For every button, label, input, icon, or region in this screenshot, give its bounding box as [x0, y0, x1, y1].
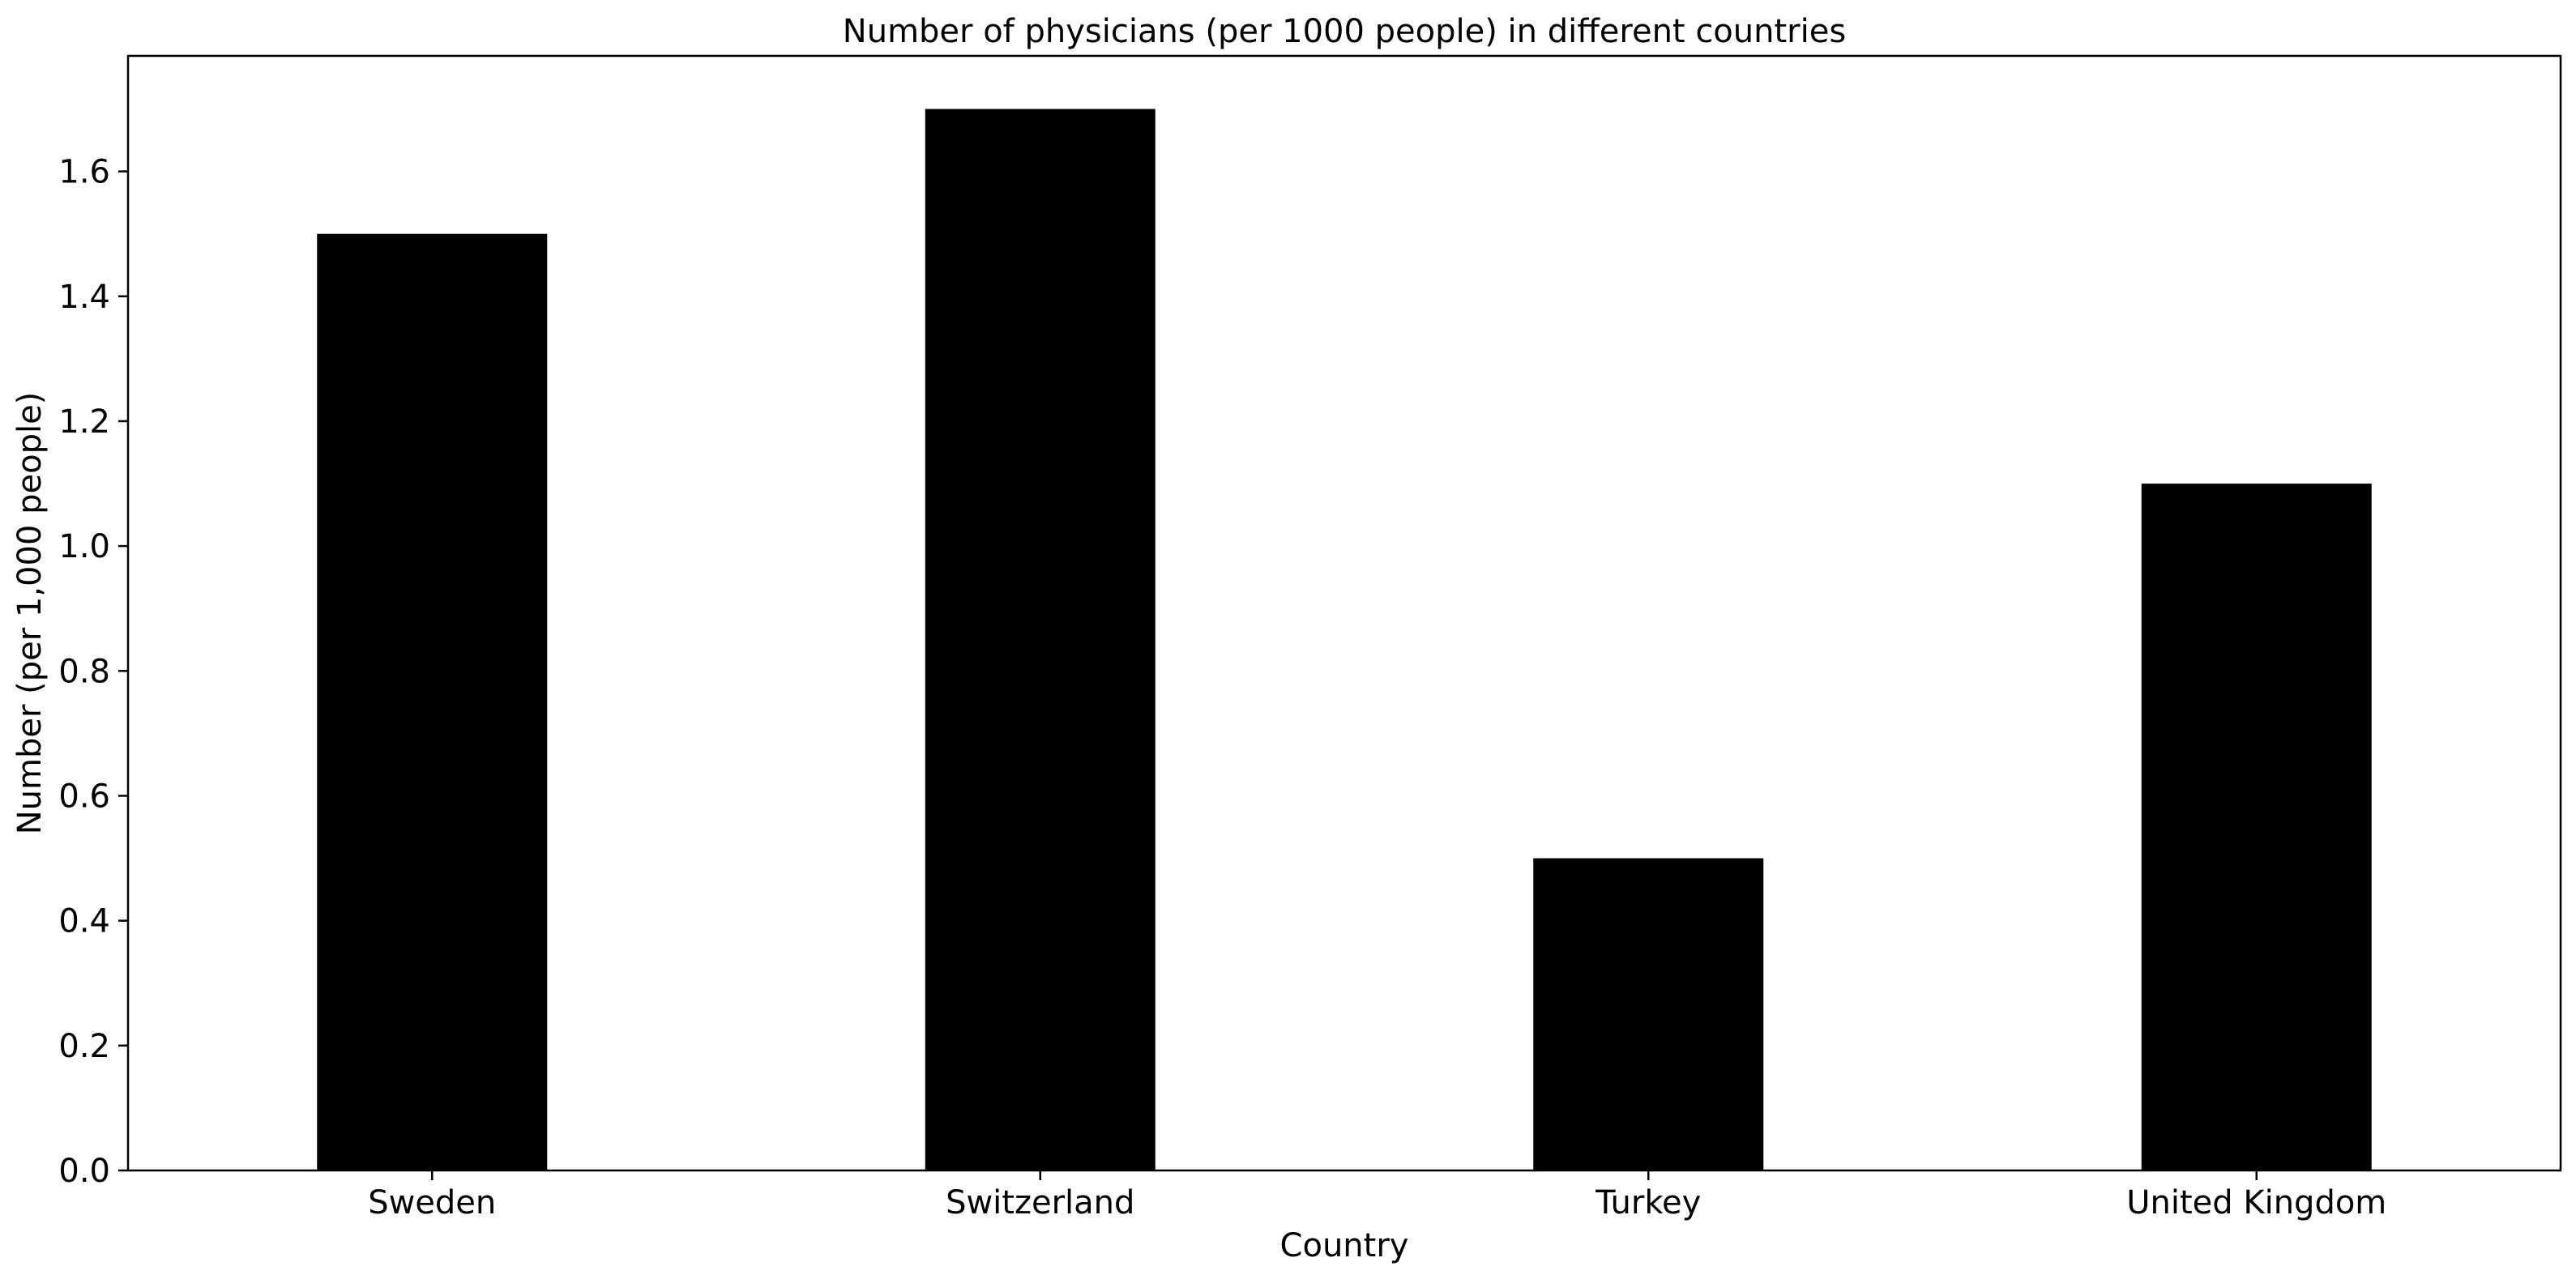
- y-tick-label: 0.8: [58, 653, 110, 690]
- y-tick-label: 0.0: [58, 1153, 110, 1190]
- y-tick-label: 1.4: [58, 279, 110, 316]
- bar-sweden: [317, 233, 548, 1170]
- y-tick-label: 1.2: [58, 403, 110, 441]
- y-tick-label: 1.0: [58, 528, 110, 565]
- y-tick-label: 0.2: [58, 1028, 110, 1065]
- x-tick-label: United Kingdom: [2126, 1184, 2386, 1221]
- x-axis: Sweden Switzerland Turkey United Kingdom: [368, 1170, 2386, 1221]
- y-tick-label: 0.6: [58, 778, 110, 815]
- bar-united-kingdom: [2141, 484, 2372, 1170]
- x-tick-label: Turkey: [1595, 1184, 1701, 1221]
- plot-area: [126, 54, 2562, 1172]
- chart-title: Number of physicians (per 1000 people) i…: [843, 13, 1846, 50]
- plot-frame: [126, 54, 2562, 1172]
- y-axis-label: Number (per 1,000 people): [11, 392, 49, 835]
- bar-turkey: [1533, 858, 1764, 1170]
- x-tick-label: Switzerland: [946, 1184, 1134, 1221]
- x-axis-label: Country: [1280, 1227, 1409, 1264]
- y-tick-label: 0.4: [58, 903, 110, 940]
- bar-switzerland: [925, 109, 1156, 1170]
- y-axis: 0.0 0.2 0.4 0.6 0.8 1.0 1.2 1.4 1.6: [58, 154, 128, 1190]
- bars-group: [317, 109, 2372, 1170]
- y-tick-label: 1.6: [58, 154, 110, 191]
- x-tick-label: Sweden: [368, 1184, 496, 1221]
